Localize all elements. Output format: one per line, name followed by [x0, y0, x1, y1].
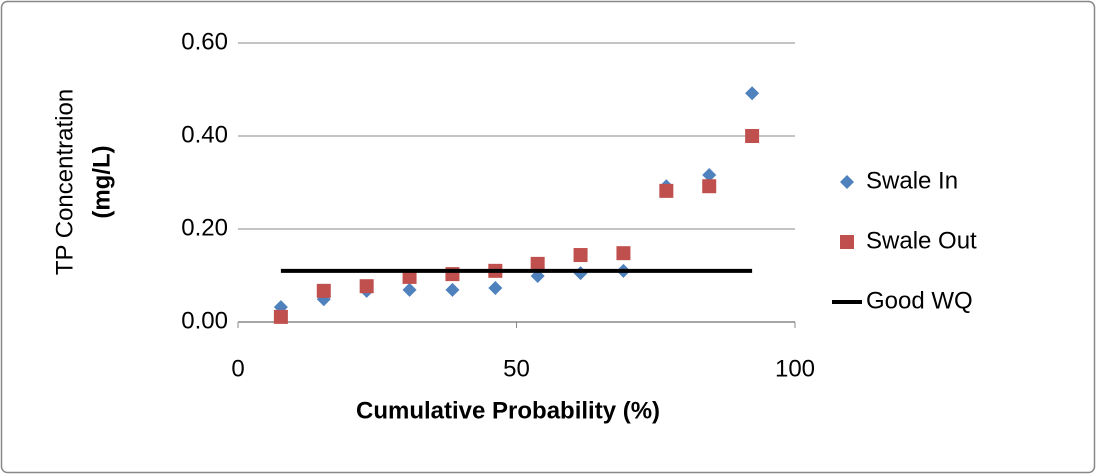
point	[359, 279, 374, 294]
point	[316, 283, 331, 298]
point	[530, 256, 545, 271]
point	[573, 248, 588, 263]
point	[488, 281, 503, 296]
point	[402, 282, 417, 297]
point	[402, 269, 417, 284]
legend-swatch	[840, 175, 854, 189]
point	[702, 179, 717, 194]
legend-swatch	[840, 235, 854, 249]
point	[616, 246, 631, 261]
point	[659, 183, 674, 198]
y-tick-label: 0.60	[181, 28, 228, 55]
y-axis-label: TP Concentration	[51, 89, 78, 275]
point	[745, 129, 760, 143]
point	[445, 282, 460, 297]
point	[273, 309, 288, 324]
legend-label: Swale Out	[866, 227, 977, 254]
legend-label: Good WQ	[866, 287, 973, 314]
y-axis-unit: (mg/L)	[88, 145, 115, 218]
point	[702, 168, 717, 183]
y-tick-label: 0.20	[181, 214, 228, 241]
legend-label: Swale In	[866, 167, 958, 194]
x-axis-label: Cumulative Probability (%)	[356, 397, 660, 424]
x-tick-label: 50	[503, 355, 530, 382]
point	[745, 86, 760, 101]
y-tick-label: 0.00	[181, 307, 228, 334]
y-tick-label: 0.40	[181, 121, 228, 148]
x-tick-label: 0	[231, 355, 244, 382]
x-tick-label: 100	[775, 355, 815, 382]
